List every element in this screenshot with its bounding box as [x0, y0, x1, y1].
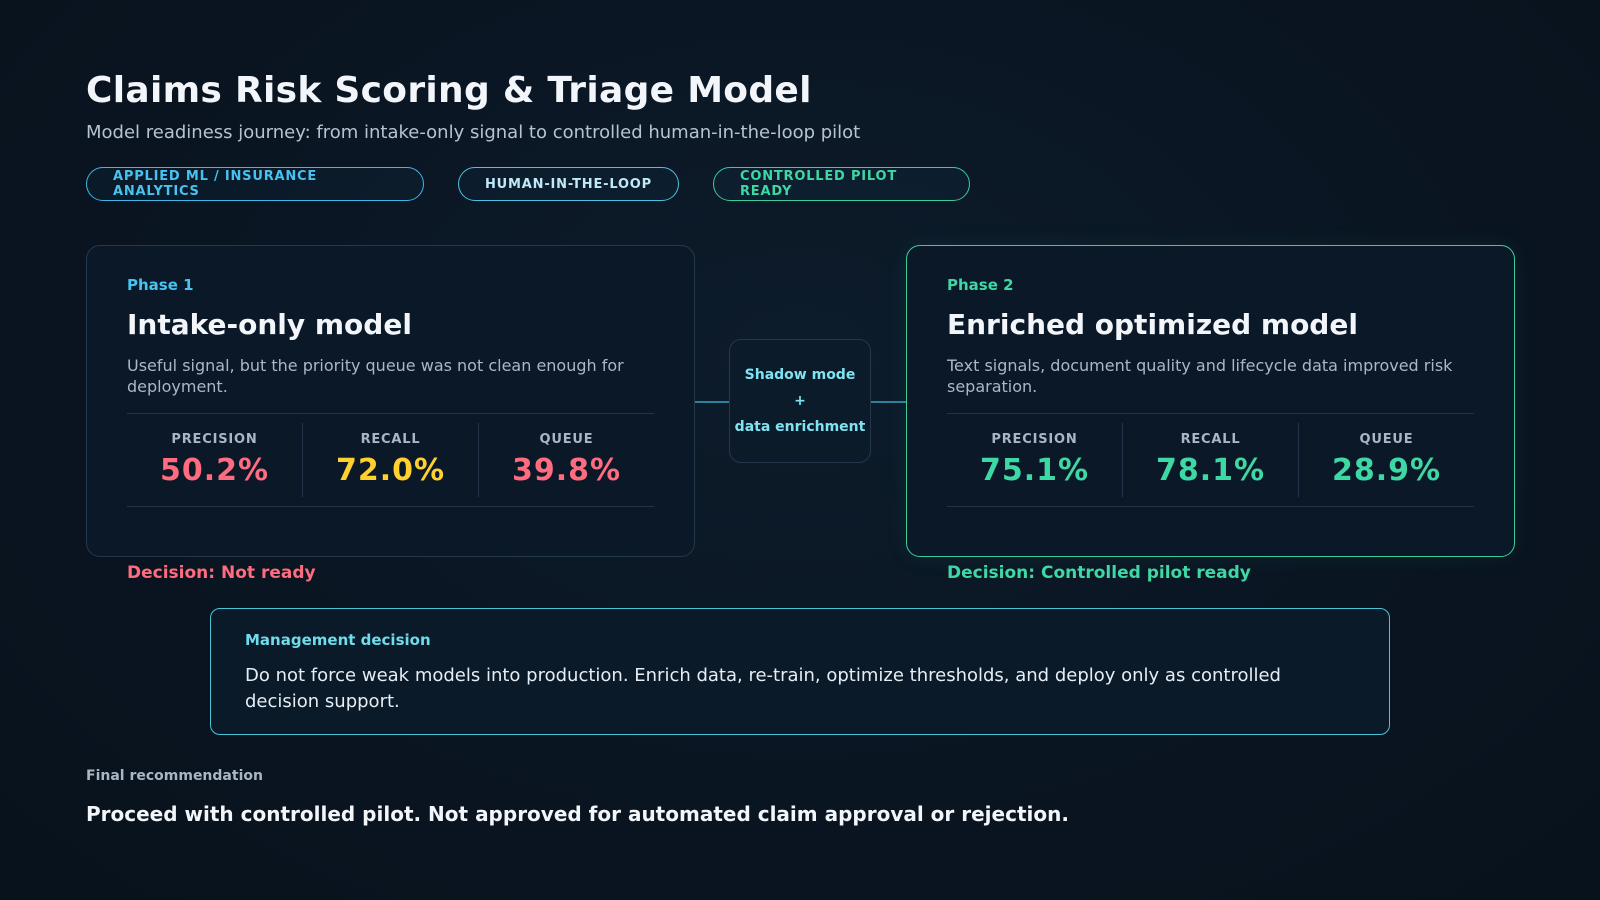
phase2-metrics: PRECISION 75.1% RECALL 78.1% QUEUE 28.9%	[947, 414, 1474, 506]
final-recommendation-text: Proceed with controlled pilot. Not appro…	[86, 802, 1069, 826]
transition-line-1: Shadow mode	[744, 367, 856, 383]
phase2-divider	[947, 413, 1474, 414]
phase1-decision: Decision: Not ready	[127, 563, 316, 583]
phase1-metric-recall: RECALL 72.0%	[302, 423, 478, 497]
tag-list: APPLIED ML / INSURANCE ANALYTICS HUMAN-I…	[86, 167, 1004, 201]
phase2-decision: Decision: Controlled pilot ready	[947, 563, 1251, 583]
phase2-bottom-divider	[947, 506, 1474, 507]
transition-box: Shadow mode + data enrichment	[729, 339, 871, 463]
metric-value: 50.2%	[159, 453, 270, 488]
phase1-card: Phase 1 Intake-only model Useful signal,…	[86, 245, 695, 557]
connector-right	[871, 401, 906, 403]
tag-controlled-pilot: CONTROLLED PILOT READY	[713, 167, 970, 201]
phase2-metric-queue: QUEUE 28.9%	[1298, 423, 1474, 497]
phase1-bottom-divider	[127, 506, 654, 507]
phase2-description: Text signals, document quality and lifec…	[947, 356, 1453, 396]
phase1-divider	[127, 413, 654, 414]
phase1-metric-precision: PRECISION 50.2%	[127, 423, 302, 497]
tag-applied-ml: APPLIED ML / INSURANCE ANALYTICS	[86, 167, 424, 201]
metric-value: 28.9%	[1331, 453, 1442, 488]
phase1-description: Useful signal, but the priority queue wa…	[127, 356, 624, 396]
transition-line-2: +	[794, 393, 806, 409]
final-recommendation-label: Final recommendation	[86, 768, 263, 784]
phase2-metric-precision: PRECISION 75.1%	[947, 423, 1122, 497]
phase2-label: Phase 2	[947, 276, 1014, 294]
metric-value: 78.1%	[1155, 453, 1266, 488]
phase2-title: Enriched optimized model	[947, 308, 1358, 341]
connector-left	[695, 401, 729, 403]
metric-label: PRECISION	[991, 432, 1078, 447]
management-decision-text: Do not force weak models into production…	[245, 665, 1281, 712]
page-subtitle: Model readiness journey: from intake-onl…	[86, 122, 861, 143]
page-title: Claims Risk Scoring & Triage Model	[86, 70, 812, 111]
phase1-title: Intake-only model	[127, 308, 412, 341]
management-decision-label: Management decision	[245, 631, 431, 649]
phase1-metrics: PRECISION 50.2% RECALL 72.0% QUEUE 39.8%	[127, 414, 654, 506]
metric-label: PRECISION	[171, 432, 258, 447]
phase2-metric-recall: RECALL 78.1%	[1122, 423, 1298, 497]
transition-line-3: data enrichment	[734, 419, 866, 435]
metric-value: 39.8%	[511, 453, 622, 488]
metric-value: 75.1%	[979, 453, 1090, 488]
phase1-label: Phase 1	[127, 276, 194, 294]
metric-label: RECALL	[1180, 432, 1241, 447]
tag-human-in-the-loop: HUMAN-IN-THE-LOOP	[458, 167, 679, 201]
metric-label: RECALL	[360, 432, 421, 447]
metric-label: QUEUE	[1359, 432, 1414, 447]
phase2-card: Phase 2 Enriched optimized model Text si…	[906, 245, 1515, 557]
metric-value: 72.0%	[335, 453, 446, 488]
management-decision-box: Management decision Do not force weak mo…	[210, 608, 1390, 735]
phase1-metric-queue: QUEUE 39.8%	[478, 423, 654, 497]
metric-label: QUEUE	[539, 432, 594, 447]
